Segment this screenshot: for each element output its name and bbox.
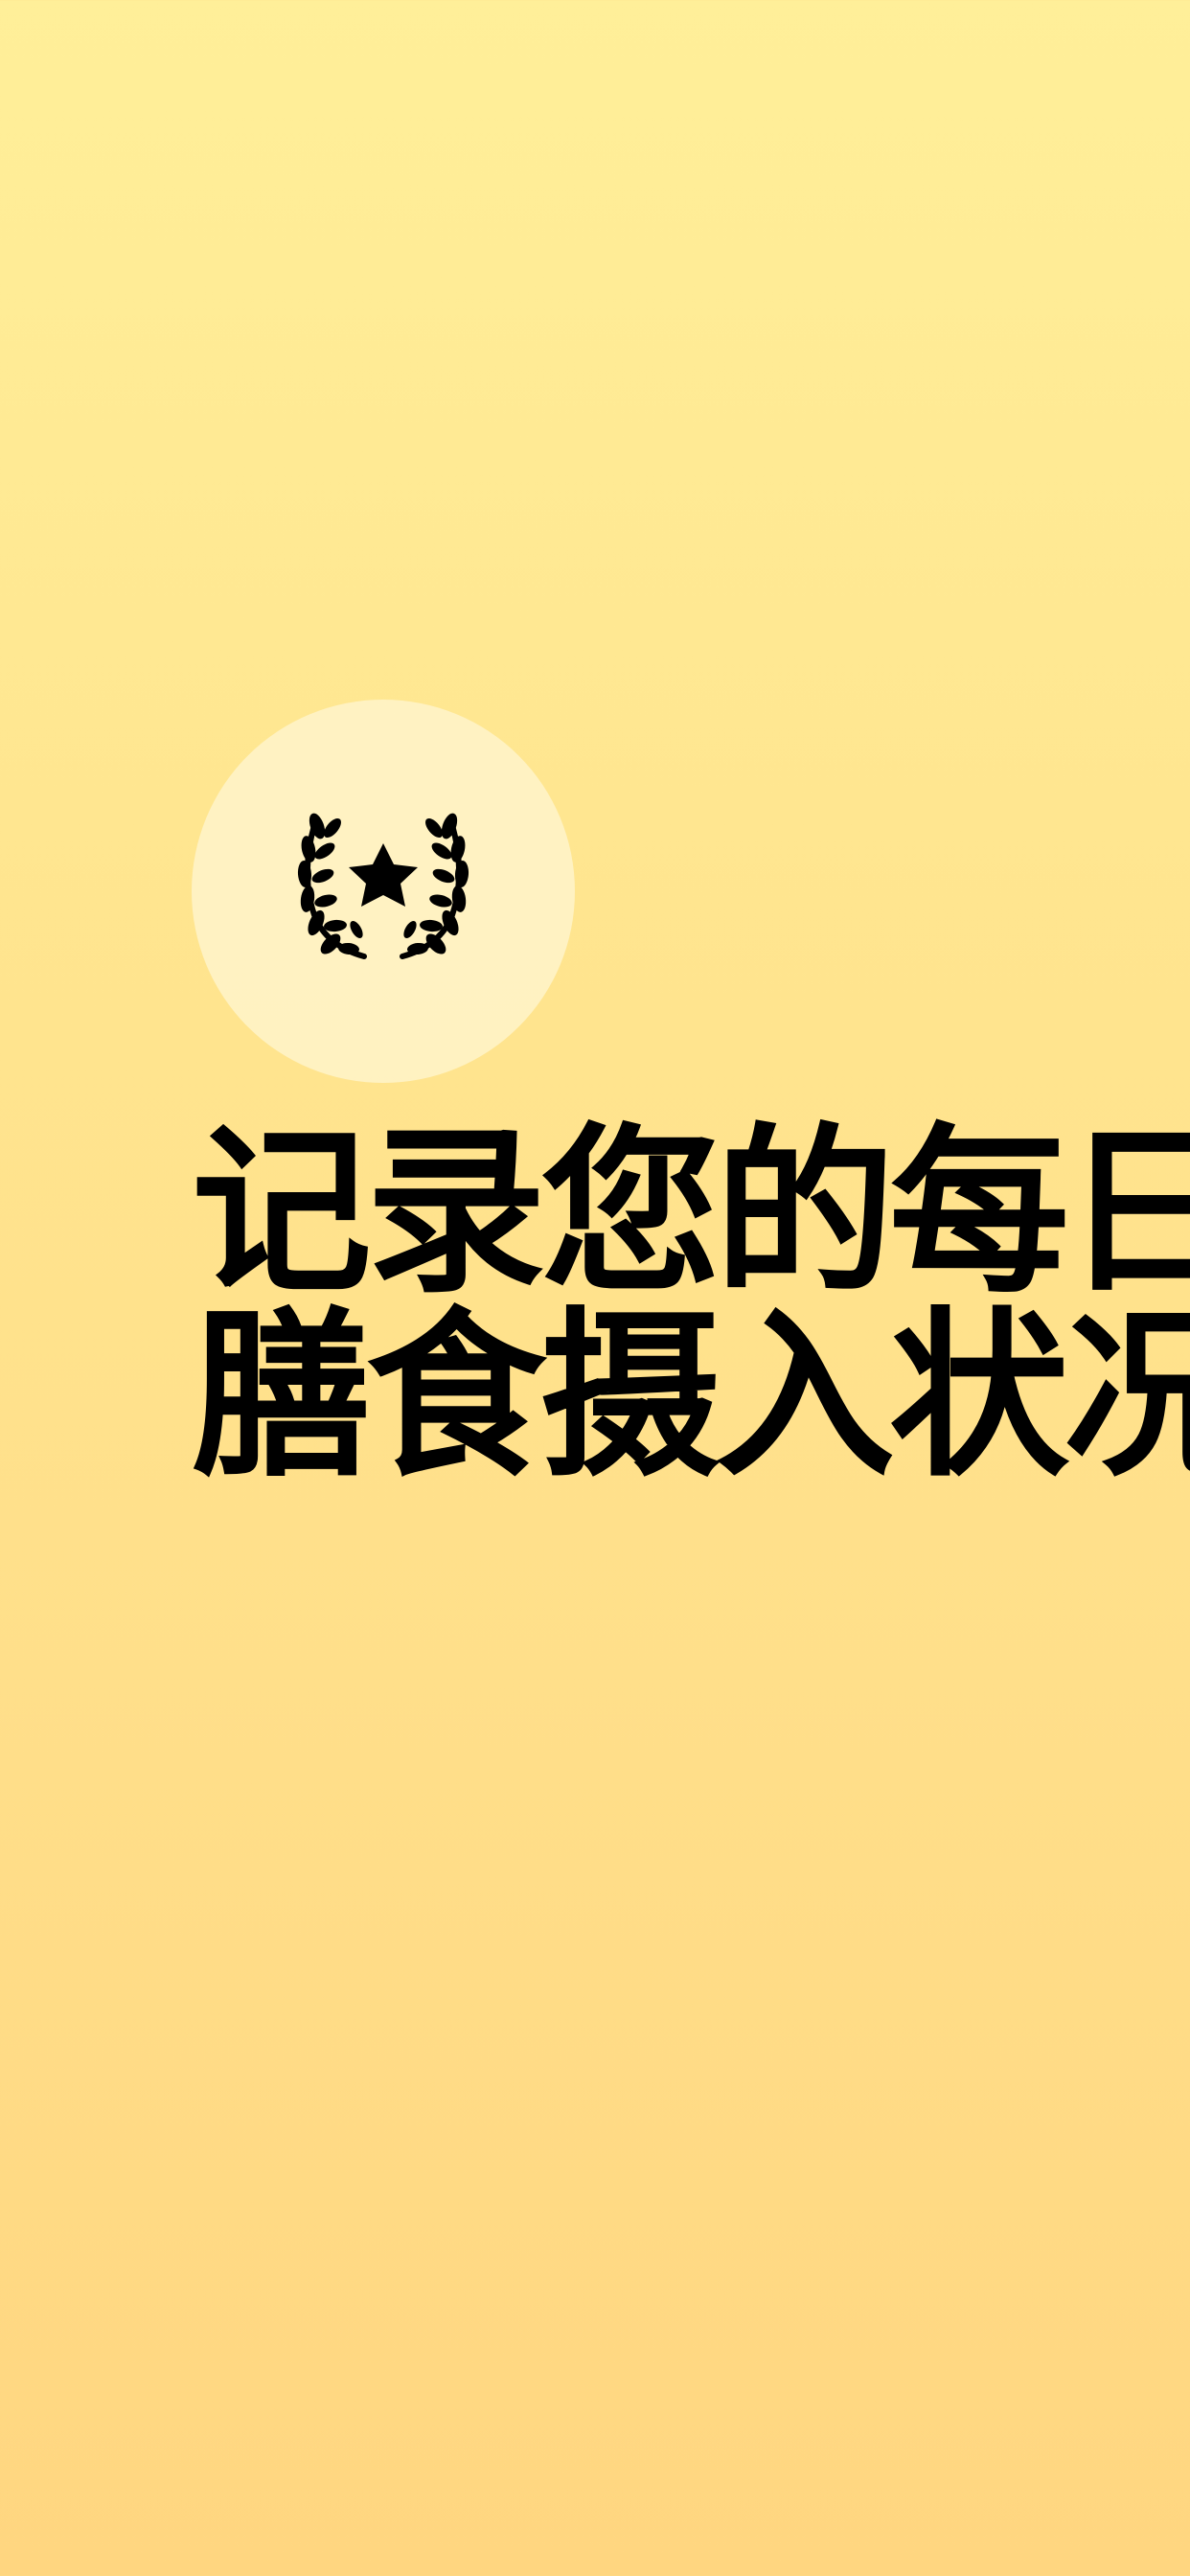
headline-line-1: 记录您的每日 (192, 1108, 1190, 1318)
badge-circle (192, 700, 575, 1083)
headline-line-2: 膳食摄入状况 (192, 1292, 1190, 1502)
headline: 记录您的每日 膳食摄入状况 (192, 1108, 1190, 1502)
laurel-star-icon (297, 813, 469, 959)
